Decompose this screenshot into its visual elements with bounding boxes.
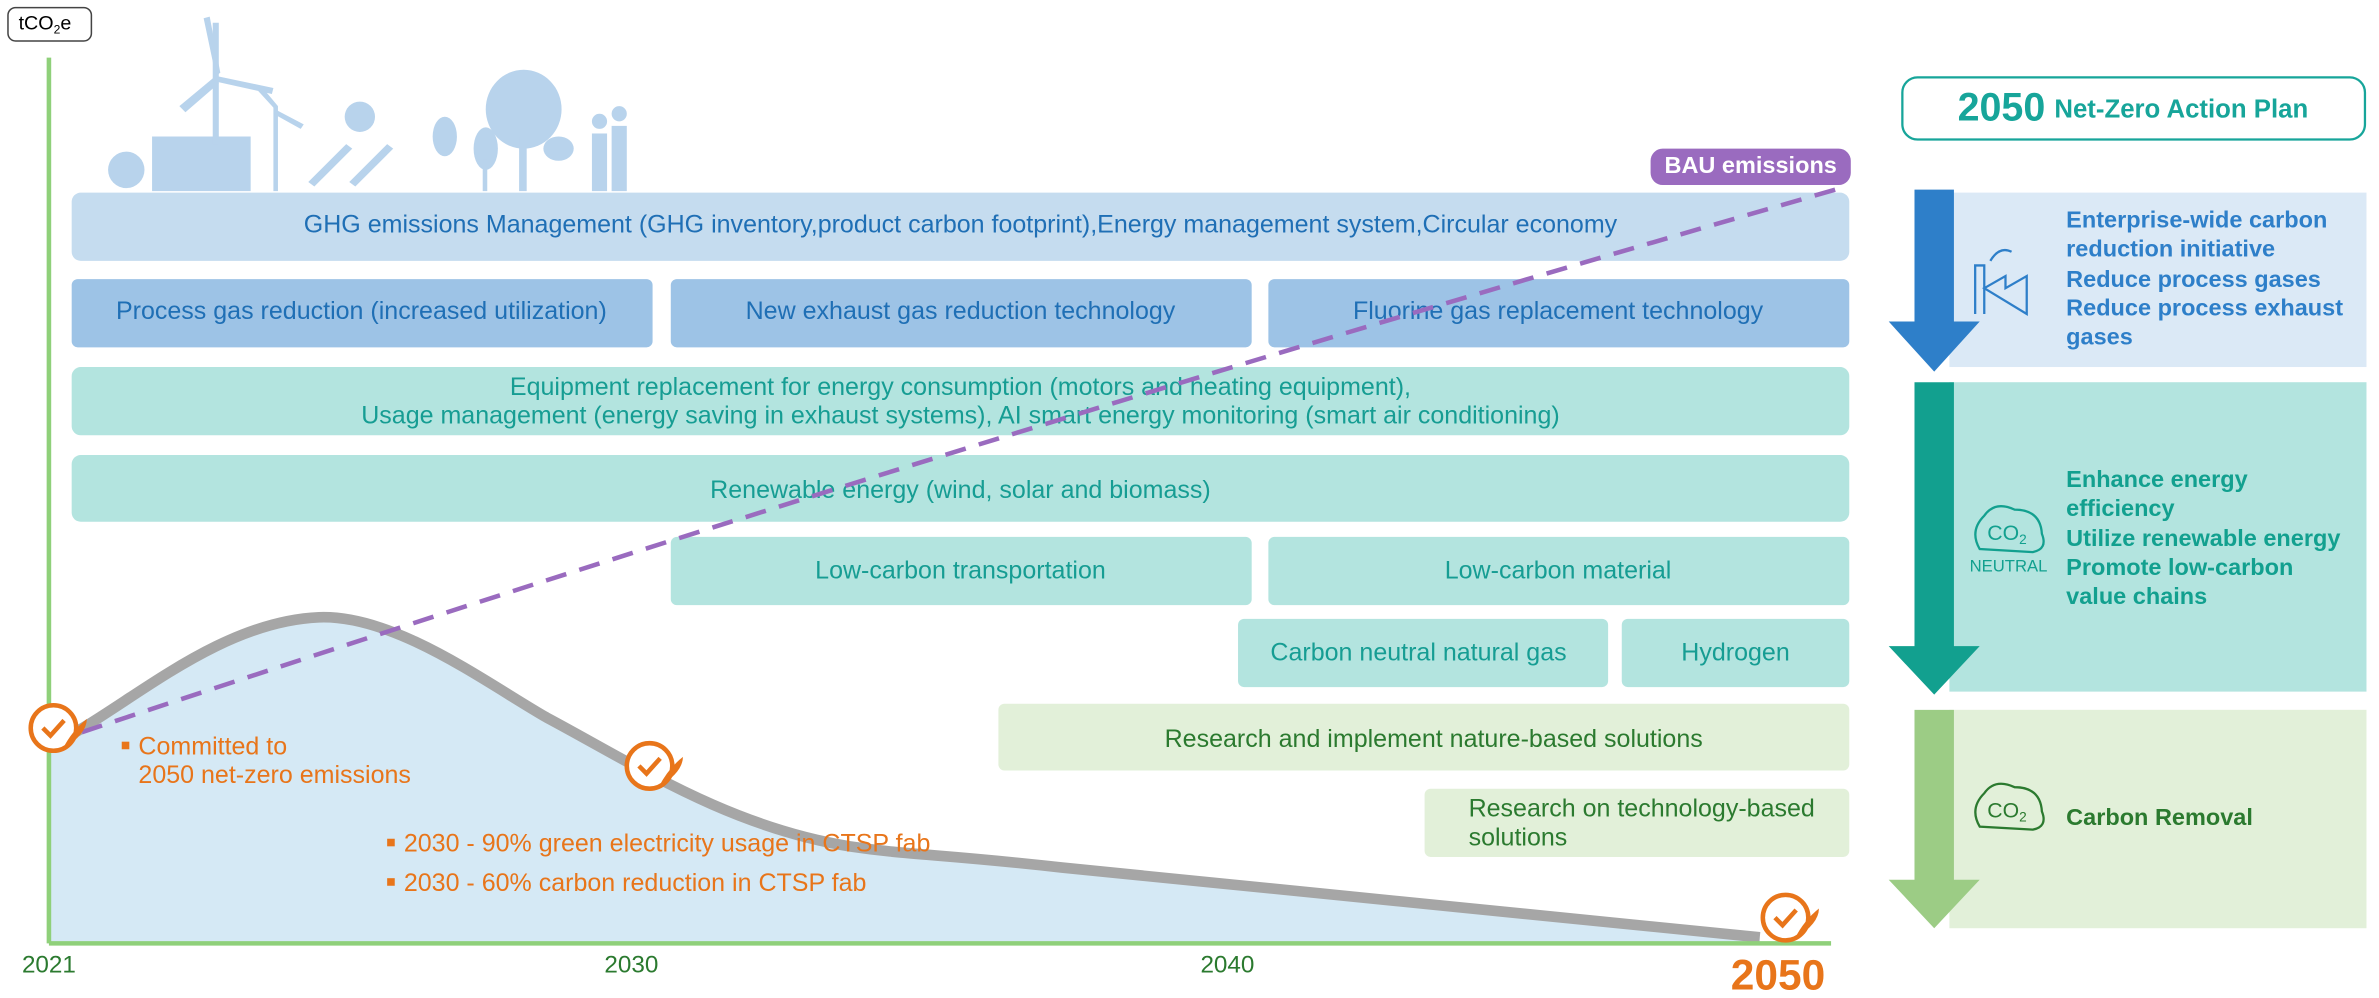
pillar-text: gases — [2066, 323, 2133, 349]
initiative-text: Research on technology-based — [1469, 795, 1815, 823]
annotation: 2050 net-zero emissions — [138, 761, 411, 789]
year-label: 2050 — [1731, 952, 1825, 998]
year-label: 2021 — [22, 952, 76, 979]
net-zero-diagram: tCO2e 2021 2030 2040 2050 GHG emissions … — [0, 0, 2379, 998]
check-icon — [1763, 895, 1819, 941]
initiative-text: Low-carbon material — [1445, 556, 1672, 584]
initiative-text: Carbon neutral natural gas — [1270, 638, 1566, 666]
bullet — [122, 742, 130, 750]
pillar-text: Enterprise-wide carbon — [2066, 207, 2327, 233]
year-label: 2030 — [604, 952, 658, 979]
silhouettes — [108, 17, 627, 191]
pillar-text: Reduce process exhaust — [2066, 295, 2343, 321]
pillar-text: reduction initiative — [2066, 235, 2275, 261]
bullet — [387, 878, 395, 886]
initiative-text: Research and implement nature-based solu… — [1165, 725, 1703, 753]
pillar-text: Enhance energy — [2066, 466, 2248, 492]
initiative-text: Low-carbon transportation — [815, 556, 1106, 584]
initiative-text: Equipment replacement for energy consump… — [510, 373, 1411, 401]
initiative-text: Usage management (energy saving in exhau… — [361, 402, 1560, 430]
initiative-text: solutions — [1469, 823, 1568, 851]
pillar-text: Reduce process gases — [2066, 266, 2321, 292]
year-label: 2040 — [1200, 952, 1254, 979]
pillar-text: Promote low-carbon — [2066, 554, 2293, 580]
icon-text: NEUTRAL — [1970, 557, 2048, 576]
pillar-text: efficiency — [2066, 495, 2174, 521]
initiative-text: New exhaust gas reduction technology — [746, 297, 1176, 325]
pillar-text: Carbon Removal — [2066, 804, 2253, 830]
unit-label: tCO2e — [19, 12, 72, 36]
initiative-text: Renewable energy (wind, solar and biomas… — [710, 476, 1211, 504]
pillar-text: value chains — [2066, 583, 2207, 609]
bullet — [387, 839, 395, 847]
initiative-text: Hydrogen — [1681, 638, 1789, 666]
bau-label: BAU emissions — [1664, 152, 1836, 178]
initiative-text: GHG emissions Management (GHG inventory,… — [304, 211, 1618, 239]
annotation: Committed to — [138, 732, 287, 760]
annotation: 2030 - 90% green electricity usage in CT… — [404, 829, 931, 857]
pillar-text: Utilize renewable energy — [2066, 525, 2340, 551]
annotation: 2030 - 60% carbon reduction in CTSP fab — [404, 869, 867, 897]
initiative-text: Process gas reduction (increased utiliza… — [116, 297, 607, 325]
